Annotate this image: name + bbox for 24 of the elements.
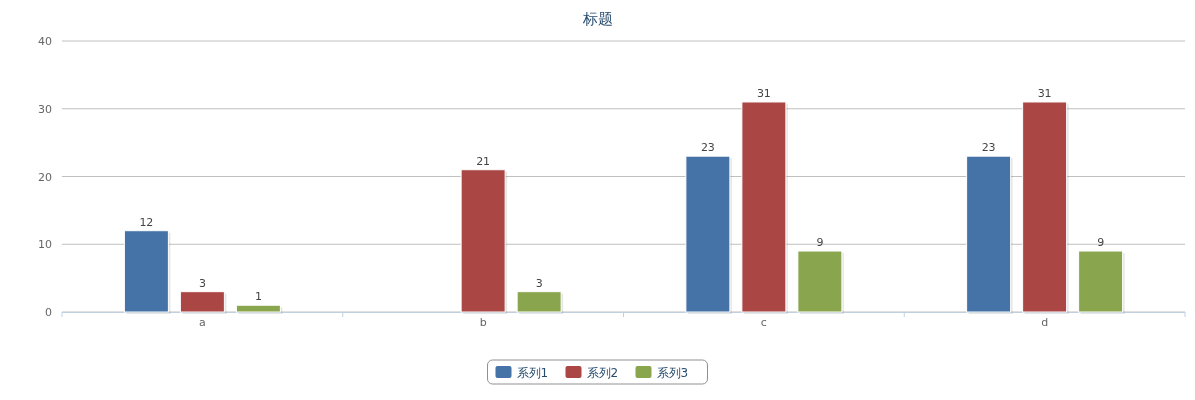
legend-label: 系列2 bbox=[586, 366, 619, 380]
y-tick-label: 40 bbox=[38, 35, 52, 48]
data-label: 3 bbox=[535, 276, 543, 290]
x-tick-label: a bbox=[199, 316, 206, 329]
x-tick-label: b bbox=[479, 316, 487, 329]
data-label: 1 bbox=[254, 290, 262, 304]
data-label: 12 bbox=[139, 215, 154, 229]
data-label: 31 bbox=[1037, 86, 1052, 100]
chart-title: 标题 bbox=[581, 10, 613, 28]
legend-label: 系列1 bbox=[516, 366, 549, 380]
data-label: 9 bbox=[1097, 236, 1105, 250]
data-label: 3 bbox=[198, 276, 206, 290]
y-tick-label: 20 bbox=[38, 170, 52, 184]
legend-label: 系列3 bbox=[656, 366, 689, 380]
data-label: 23 bbox=[700, 141, 715, 155]
data-label: 21 bbox=[476, 154, 491, 168]
y-tick-label: 0 bbox=[45, 306, 52, 319]
data-label: 9 bbox=[816, 236, 824, 250]
data-label: 23 bbox=[981, 141, 996, 155]
y-tick-label: 30 bbox=[38, 102, 52, 116]
x-tick-label: d bbox=[1041, 316, 1049, 329]
y-tick-label: 10 bbox=[38, 238, 52, 252]
x-tick-label: c bbox=[760, 316, 767, 329]
data-label: 31 bbox=[756, 86, 771, 100]
